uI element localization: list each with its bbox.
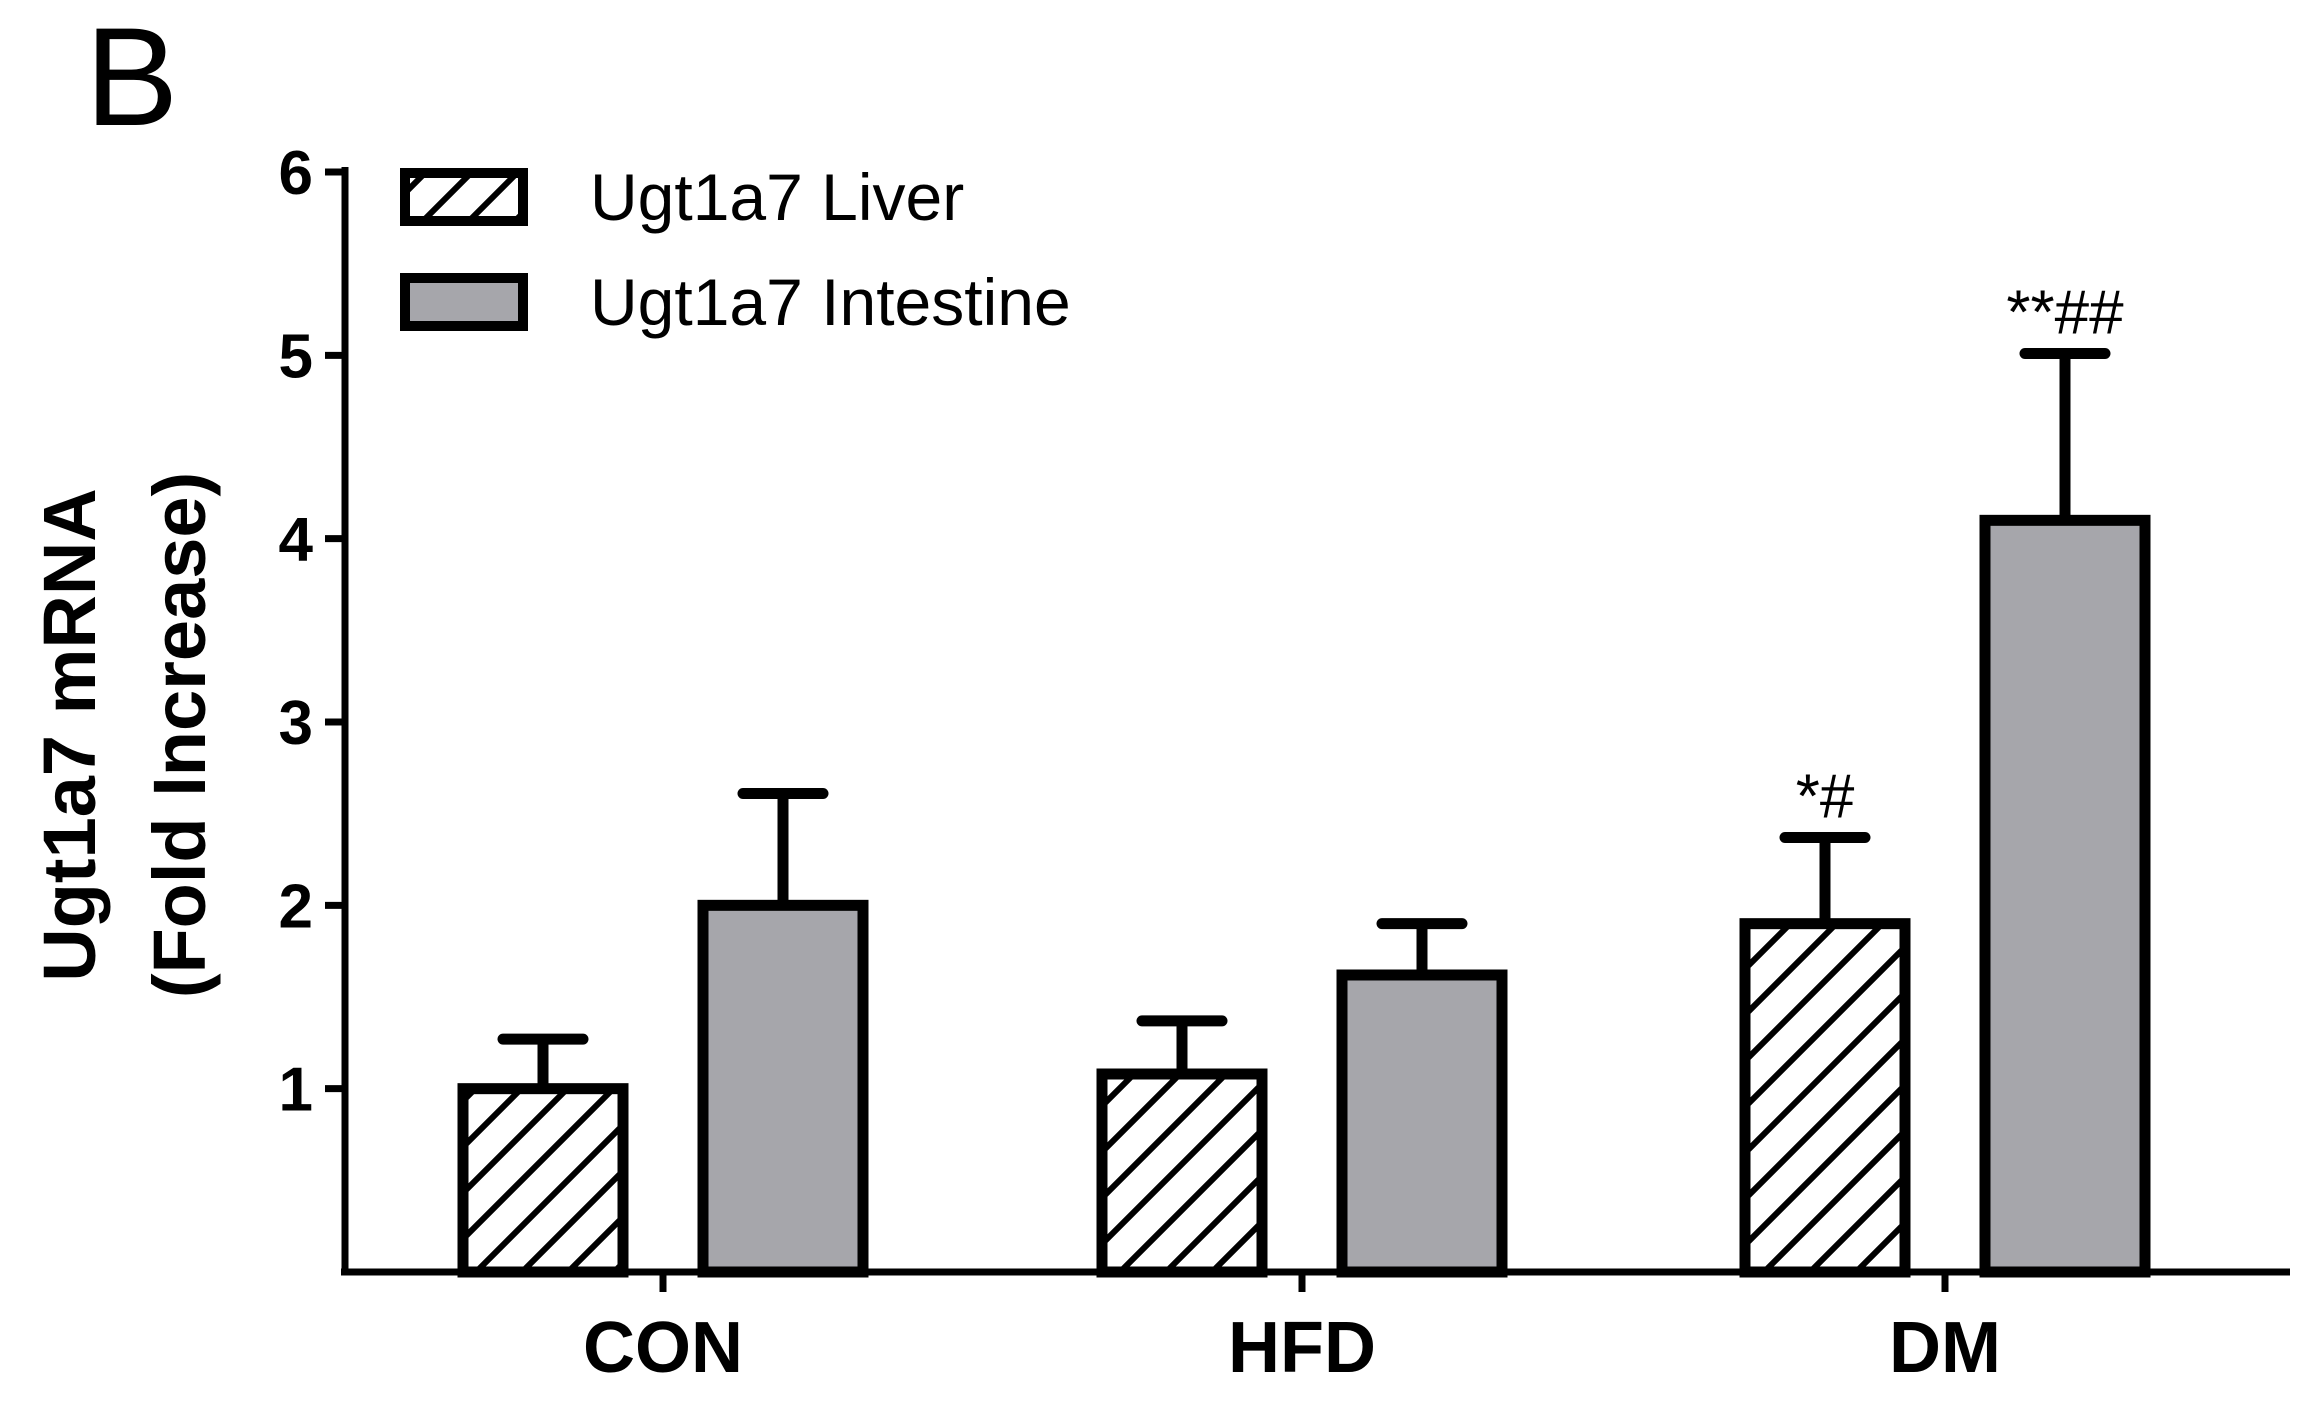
y-tick-label: 6 [279,139,313,208]
y-tick-label: 1 [279,1056,313,1125]
legend-swatch-series-1 [400,168,528,226]
legend-swatch-series-2 [400,273,528,331]
axes-layer: 1 2 3 4 5 6 CON HFD DM [279,139,2290,1388]
legend-label-series-1: Ugt1a7 Liver [590,160,964,234]
bar-dm-series-1 [1739,918,1911,1278]
panel-label: B [85,0,178,155]
bar-con-series-2 [697,899,869,1278]
y-axis-title: Ugt1a7 mRNA (Fold Increase) [28,472,221,998]
y-tick-label: 3 [279,689,313,758]
bar-hfd-series-1 [1096,1068,1268,1278]
significance-annotation: **## [2006,279,2124,348]
bar-dm-series-2 [1979,514,2151,1278]
bar-con-series-1 [457,1083,629,1278]
bars-layer: *# **## [457,279,2151,1278]
y-axis-title-line2: (Fold Increase) [138,472,221,998]
y-axis-title-line1: Ugt1a7 mRNA [28,488,111,981]
y-tick-label: 2 [279,872,313,941]
y-tick-label: 5 [279,322,313,391]
y-tick-label: 4 [279,506,314,575]
significance-annotation: *# [1796,763,1855,832]
x-category-label: HFD [1228,1308,1376,1388]
x-category-label: CON [583,1308,743,1388]
bar-hfd-series-2 [1336,969,1508,1278]
x-category-label: DM [1889,1308,2001,1388]
legend: Ugt1a7 Liver Ugt1a7 Intestine [400,160,1071,339]
legend-label-series-2: Ugt1a7 Intestine [590,265,1071,339]
